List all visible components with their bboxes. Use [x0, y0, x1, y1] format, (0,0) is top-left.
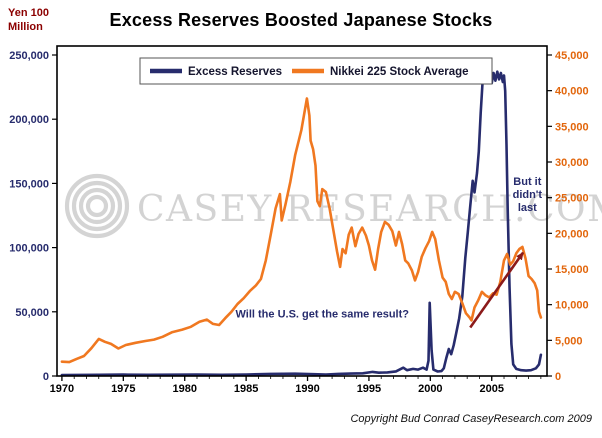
right-axis-tick-label: 15,000: [555, 264, 589, 276]
chart-title: Excess Reserves Boosted Japanese Stocks: [109, 10, 493, 30]
annotation-line: Will the U.S. get the same result?: [236, 309, 410, 321]
left-axis-tick-label: 100,000: [9, 243, 49, 255]
series-excess-reserves: [60, 70, 543, 377]
left-axis: 0 50,000 100,000 150,000 200,000 250,000: [9, 50, 57, 383]
x-axis-tick-label: 1995: [357, 383, 381, 395]
watermark: CASEY RESEARCH.COM: [64, 173, 602, 239]
watermark-spiral-icon: [85, 194, 109, 218]
left-axis-tick-label: 250,000: [9, 50, 49, 62]
x-axis-tick-label: 2000: [418, 383, 442, 395]
plot-border: [56, 45, 548, 377]
left-axis-tick-label: 0: [43, 371, 49, 383]
legend-label: Nikkei 225 Stock Average: [330, 66, 469, 78]
left-axis-unit-line1: Yen 100: [8, 7, 49, 19]
left-axis-unit-label: Yen 100 Million: [8, 6, 49, 35]
legend-label: Excess Reserves: [188, 66, 282, 78]
x-axis-tick-label: 2005: [479, 383, 503, 395]
right-axis-tick-label: 45,000: [555, 50, 589, 62]
x-axis-tick-label: 1975: [111, 383, 135, 395]
annotation-us-question: Will the U.S. get the same result?: [236, 309, 410, 321]
watermark-text: CASEY RESEARCH.COM: [137, 189, 602, 230]
watermark-spiral-icon: [64, 173, 130, 239]
right-axis-tick-label: 40,000: [555, 86, 589, 98]
right-axis-tick-label: 10,000: [555, 300, 589, 312]
x-axis-tick-label: 1970: [50, 383, 74, 395]
annotation-line: didn't: [513, 189, 543, 201]
watermark-spiral-icon: [78, 187, 116, 225]
trend-arrow: [469, 251, 525, 329]
legend: Excess Reserves Nikkei 225 Stock Average: [139, 57, 493, 85]
right-axis-tick-label: 20,000: [555, 228, 589, 240]
left-axis-unit-line2: Million: [8, 21, 43, 34]
x-axis-tick-label: 1985: [234, 383, 258, 395]
right-axis-tick-label: 0: [555, 371, 561, 383]
watermark-spiral-icon: [71, 180, 123, 232]
left-axis-tick-label: 200,000: [9, 114, 49, 126]
right-axis-tick-label: 35,000: [555, 121, 589, 133]
annotation-line: But it: [513, 176, 541, 188]
x-axis: 1970 1975 1980 1985 1990 1995 2000 2005: [50, 376, 542, 395]
x-axis-tick-label: 1990: [295, 383, 319, 395]
plot-background: [57, 46, 547, 376]
right-axis-tick-label: 30,000: [555, 157, 589, 169]
copyright-text: Copyright Bud Conrad CaseyResearch.com 2…: [350, 413, 592, 425]
x-axis-tick-label: 1980: [172, 383, 196, 395]
right-axis-tick-label: 25,000: [555, 193, 589, 205]
series-nikkei-225-stock-average: [60, 97, 543, 364]
left-axis-tick-label: 50,000: [15, 307, 49, 319]
left-axis-tick-label: 150,000: [9, 178, 49, 190]
right-axis: 0 5,000 10,000 15,000 20,000 25,000 30,000 35,0…: [547, 50, 589, 383]
annotation-line: last: [518, 202, 537, 214]
right-axis-tick-label: 5,000: [555, 335, 583, 347]
